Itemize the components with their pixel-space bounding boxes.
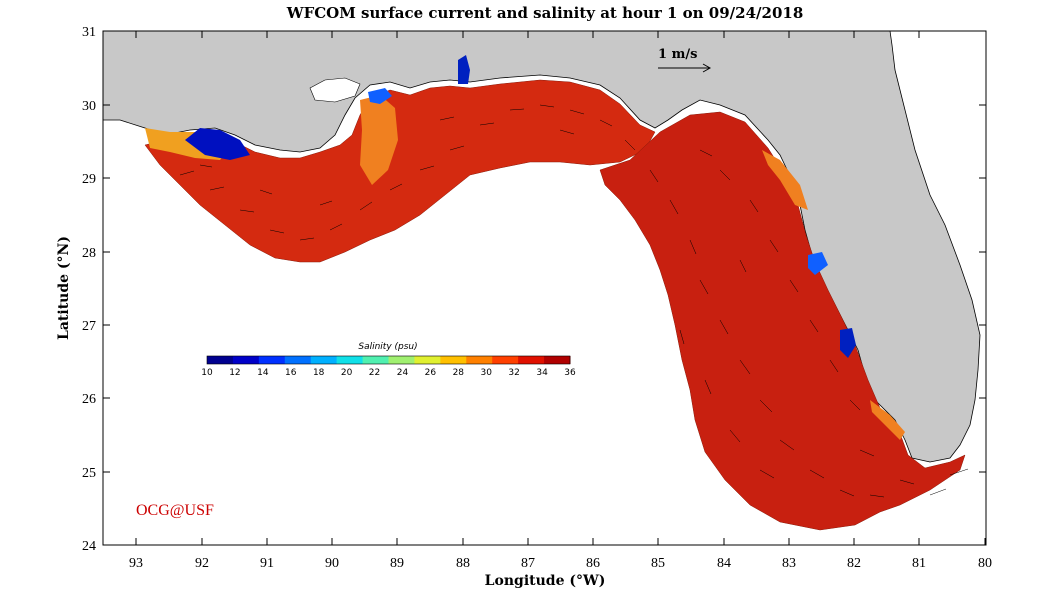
colorbar-swatch — [440, 356, 467, 364]
y-tick-label: 27 — [82, 319, 96, 334]
colorbar-tick-label: 18 — [313, 368, 325, 378]
colorbar-swatch — [258, 356, 286, 364]
current-vectors — [179, 104, 969, 498]
y-tick-label: 26 — [82, 392, 96, 407]
coastal-low-salinity-bigbend — [762, 150, 808, 210]
colorbar-tick-label: 20 — [341, 368, 353, 378]
scale-arrow: 1 m/s — [658, 47, 712, 73]
x-tick-label: 87 — [521, 556, 535, 571]
x-tick-label: 86 — [586, 556, 600, 571]
colorbar-tick-label: 26 — [425, 368, 437, 378]
colorbar-labels: 10 12 14 16 18 20 22 24 26 28 30 32 34 36 — [201, 368, 576, 378]
colorbar-tick-label: 34 — [536, 368, 548, 378]
colorbar-tick-label: 28 — [453, 368, 465, 378]
x-tick-label: 91 — [260, 556, 274, 571]
fresh-water-plume-tampa — [808, 252, 828, 275]
y-tick-label: 28 — [82, 246, 96, 261]
credit-label: OCG@USF — [136, 502, 214, 519]
land-mass — [102, 30, 981, 463]
x-tick-label: 90 — [325, 556, 339, 571]
x-tick-label: 85 — [651, 556, 665, 571]
y-tick-label: 25 — [82, 466, 96, 481]
coastal-low-salinity-naples — [870, 400, 905, 440]
colorbar-tick-label: 16 — [285, 368, 297, 378]
colorbar-swatch — [466, 356, 493, 364]
colorbar-swatch — [414, 356, 441, 364]
x-tick-label: 82 — [847, 556, 861, 571]
lake — [309, 77, 361, 103]
y-tick-marks — [103, 30, 986, 546]
x-tick-label: 84 — [717, 556, 731, 571]
salinity-colorbar: Salinity (psu) 10 12 14 16 18 20 22 24 26 28 30 32 3… — [201, 342, 576, 378]
colorbar-tick-label: 22 — [369, 368, 380, 378]
x-tick-label: 81 — [912, 556, 926, 571]
x-tick-label: 89 — [390, 556, 404, 571]
colorbar-swatch — [544, 356, 571, 364]
salinity-field-west — [144, 79, 656, 263]
colorbar-swatch — [232, 356, 260, 364]
colorbar-swatch — [388, 356, 415, 364]
y-tick-labels: 31 30 29 28 27 26 25 24 — [82, 25, 96, 554]
fresh-water-plume-charlotte — [840, 328, 856, 358]
colorbar-tick-label: 12 — [229, 368, 240, 378]
colorbar-tick-label: 14 — [257, 368, 269, 378]
map-title: WFCOM surface current and salinity at ho… — [286, 4, 804, 22]
x-tick-label: 83 — [782, 556, 796, 571]
x-tick-labels: 93 92 91 90 89 88 87 86 85 84 83 82 81 8… — [129, 556, 992, 571]
y-tick-label: 24 — [82, 539, 96, 554]
fresh-water-plume-atchafalaya — [185, 128, 250, 160]
colorbar-tick-label: 30 — [481, 368, 493, 378]
colorbar-swatches — [207, 356, 571, 364]
x-tick-label: 93 — [129, 556, 143, 571]
colorbar-tick-label: 36 — [564, 368, 576, 378]
plot-frame — [102, 30, 987, 546]
y-axis-label: Latitude (°N) — [56, 236, 72, 340]
coastal-low-salinity-mississippi — [360, 95, 398, 185]
colorbar-tick-label: 24 — [397, 368, 409, 378]
colorbar-tick-label: 10 — [201, 368, 213, 378]
x-tick-marks — [135, 31, 986, 545]
x-tick-label: 80 — [978, 556, 992, 571]
x-tick-label: 92 — [195, 556, 209, 571]
y-tick-label: 29 — [82, 172, 96, 187]
x-tick-label: 88 — [456, 556, 470, 571]
scale-arrow-label: 1 m/s — [658, 47, 697, 62]
y-tick-label: 30 — [82, 99, 96, 114]
fresh-water-plume-pearl — [368, 88, 392, 104]
colorbar-swatch — [492, 356, 519, 364]
colorbar-title: Salinity (psu) — [358, 342, 417, 352]
colorbar-swatch — [207, 356, 234, 364]
colorbar-tick-label: 32 — [508, 368, 519, 378]
x-axis-label: Longitude (°W) — [485, 573, 606, 589]
fresh-water-plume-mobile — [458, 55, 470, 84]
y-tick-label: 31 — [82, 25, 96, 40]
colorbar-swatch — [336, 356, 364, 364]
colorbar-swatch — [362, 356, 389, 364]
colorbar-swatch — [518, 356, 545, 364]
colorbar-swatch — [284, 356, 312, 364]
colorbar-frame — [206, 355, 571, 365]
colorbar-swatch — [310, 356, 338, 364]
